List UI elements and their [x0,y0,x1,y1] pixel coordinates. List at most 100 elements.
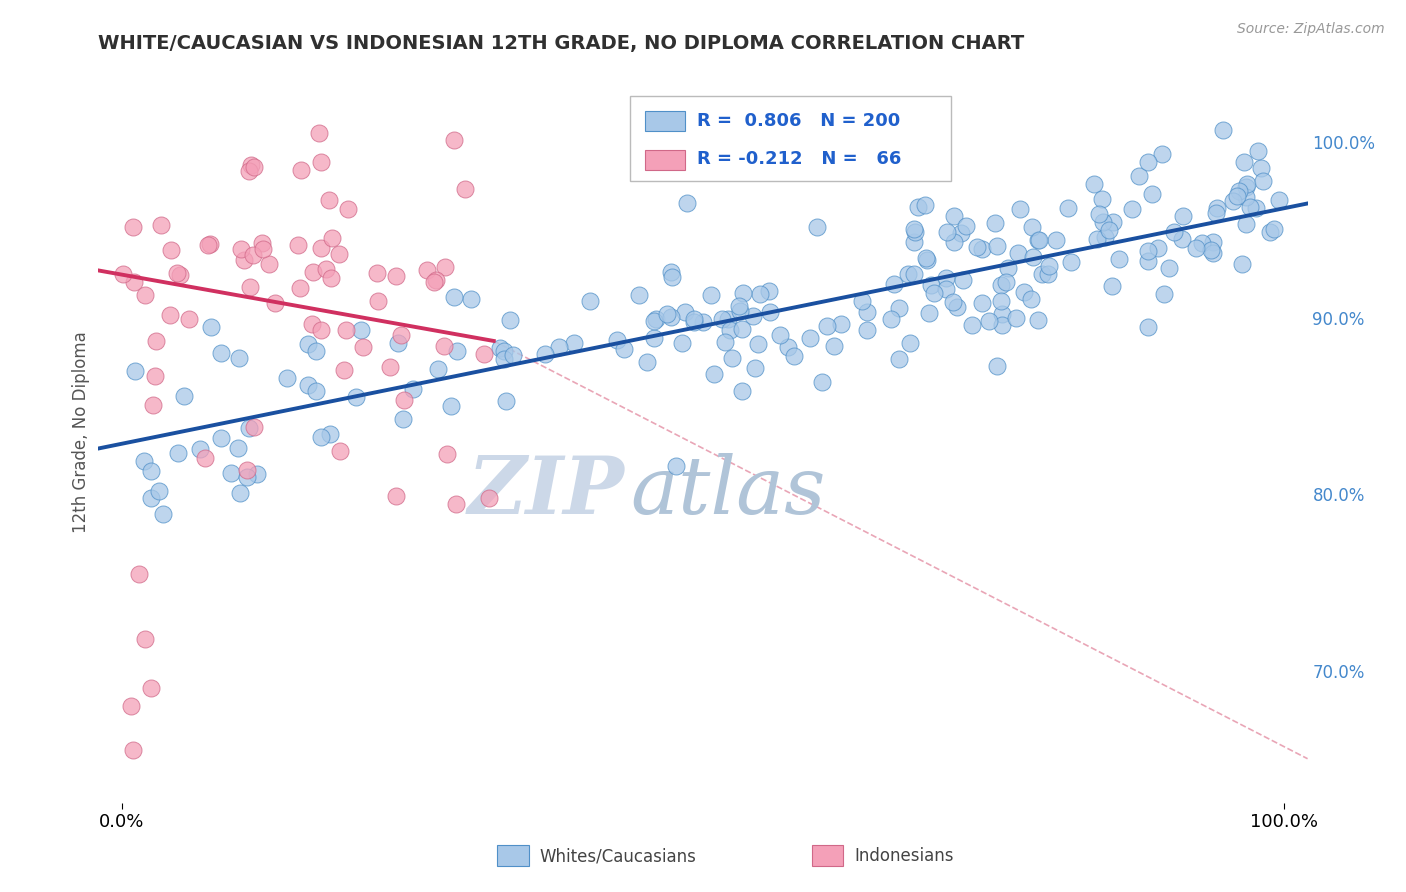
Point [661,270,683,285]
Text: WHITE/CAUCASIAN VS INDONESIAN 12TH GRADE, NO DIPLOMA CORRELATION CHART: WHITE/CAUCASIAN VS INDONESIAN 12TH GRADE… [98,34,1025,53]
Point [318,193,340,207]
Point [1163,226,1185,240]
Point [606,333,628,347]
Point [233,252,256,267]
Point [328,246,350,260]
Point [1028,233,1050,247]
Point [643,314,665,328]
Point [141,464,163,478]
Point [643,331,665,345]
Point [1021,250,1043,264]
Point [830,317,852,331]
Text: Source: ZipAtlas.com: Source: ZipAtlas.com [1237,22,1385,37]
Point [613,342,636,356]
Point [731,321,754,335]
Point [935,282,957,296]
Point [966,240,988,254]
Point [436,447,458,461]
Point [263,295,285,310]
Point [994,275,1017,289]
Point [425,273,447,287]
Point [970,242,993,256]
Point [744,360,766,375]
Point [492,344,515,359]
Point [907,200,929,214]
Point [1142,186,1164,201]
Point [990,277,1012,292]
Point [1010,202,1032,216]
Point [443,133,465,147]
Point [898,336,921,351]
Point [1227,184,1250,198]
Point [627,288,650,302]
Point [111,267,134,281]
Point [433,339,456,353]
Point [534,346,557,360]
Point [851,294,873,309]
Point [494,351,516,366]
Point [1045,233,1067,247]
Point [122,275,145,289]
Point [236,470,259,484]
Point [1136,154,1159,169]
Point [915,251,938,265]
Point [1236,177,1258,191]
Point [823,339,845,353]
Point [308,126,330,140]
Point [446,343,468,358]
Point [955,219,977,233]
Point [749,286,772,301]
Point [433,260,456,274]
Point [344,390,367,404]
Point [134,287,156,301]
Point [167,446,190,460]
Point [880,312,903,326]
Point [742,310,765,324]
Point [152,507,174,521]
Point [1234,217,1257,231]
Point [659,310,682,324]
Point [1031,267,1053,281]
Point [385,489,408,503]
Point [883,277,905,292]
Point [759,305,782,319]
Point [769,328,792,343]
FancyBboxPatch shape [645,150,685,169]
Point [1136,253,1159,268]
Point [776,340,799,354]
Point [246,467,269,482]
Text: atlas: atlas [630,453,825,531]
Point [1085,232,1108,246]
Point [1184,241,1206,255]
Text: Whites/Caucasians: Whites/Caucasians [540,847,696,865]
Point [990,293,1012,308]
Point [240,158,263,172]
Point [219,466,242,480]
Point [1212,122,1234,136]
Point [1026,313,1049,327]
Point [367,293,389,308]
Point [439,399,461,413]
Point [811,375,834,389]
Point [160,243,183,257]
Point [1101,279,1123,293]
Point [720,351,742,366]
Point [1205,205,1227,219]
Point [243,160,266,174]
Point [427,361,450,376]
Point [952,273,974,287]
Point [1094,229,1116,244]
Point [173,389,195,403]
Point [290,162,312,177]
Point [564,336,586,351]
Point [700,288,723,302]
FancyBboxPatch shape [630,95,950,181]
Point [1007,246,1029,260]
Point [143,369,166,384]
Point [309,323,332,337]
FancyBboxPatch shape [811,845,844,866]
Point [1251,174,1274,188]
Point [1234,179,1257,194]
Point [1171,232,1194,246]
Point [903,267,925,281]
